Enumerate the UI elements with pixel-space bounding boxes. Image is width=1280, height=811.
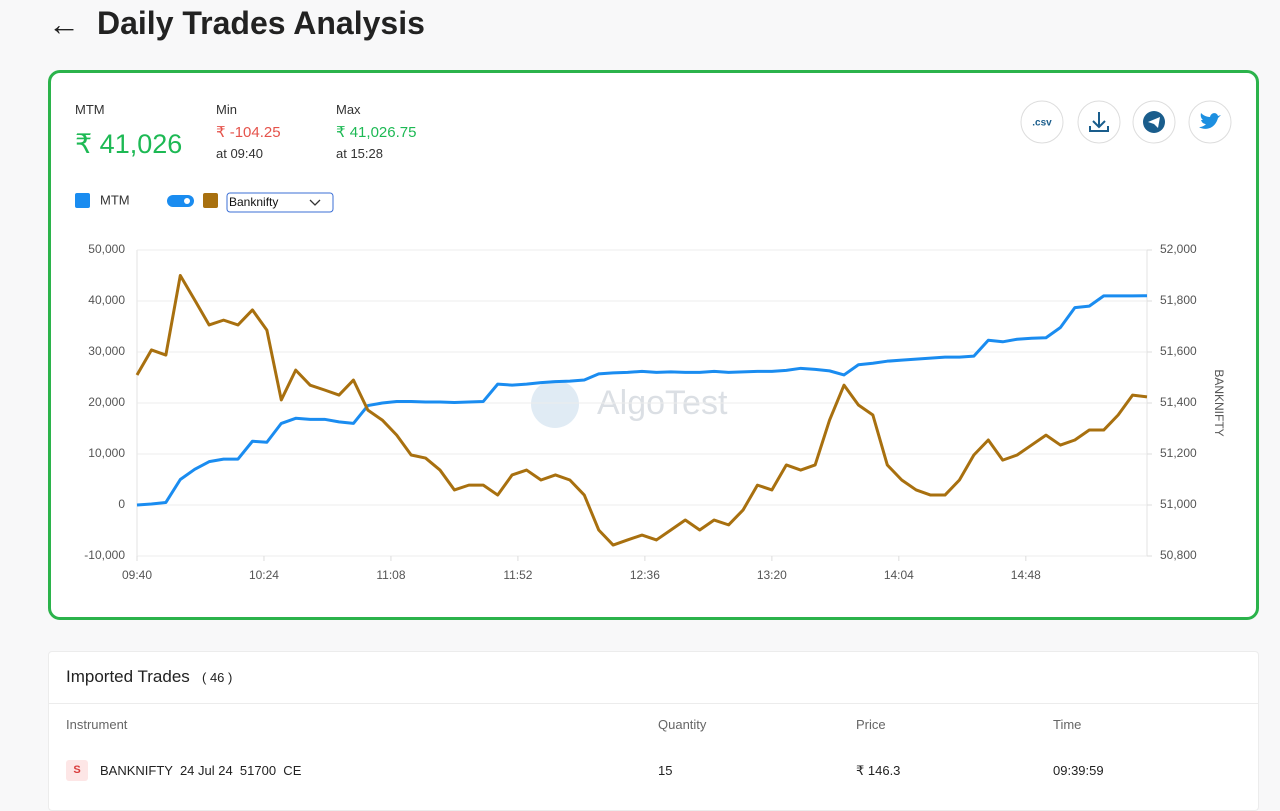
y-tick-label: 50,000 [88, 242, 125, 256]
x-tick-label: 14:48 [1011, 568, 1041, 582]
trades-title: Imported Trades [66, 667, 190, 686]
time: 09:39:59 [1053, 763, 1104, 778]
y-tick-label: 30,000 [88, 344, 125, 358]
y2-tick-label: 51,800 [1160, 293, 1197, 307]
y2-tick-label: 51,400 [1160, 395, 1197, 409]
trades-count: ( 46 ) [202, 670, 233, 685]
y2-tick-label: 52,000 [1160, 242, 1197, 256]
y-tick-label: -10,000 [84, 548, 125, 562]
stat-value: ₹ 41,026 [75, 129, 183, 159]
x-tick-label: 12:36 [630, 568, 660, 582]
stat-value: ₹ 41,026.75 [336, 124, 417, 141]
download-icon [1089, 112, 1109, 132]
stat-value: ₹ -104.25 [216, 124, 281, 141]
toggle-knob [184, 198, 190, 204]
page-title: Daily Trades Analysis [97, 5, 425, 41]
x-tick-label: 09:40 [122, 568, 152, 582]
action-buttons: .csv [1020, 100, 1232, 144]
y2-tick-label: 51,000 [1160, 497, 1197, 511]
y2-tick-label: 50,800 [1160, 548, 1197, 562]
column-header: Quantity [658, 717, 707, 732]
twitter-icon [1199, 113, 1221, 129]
legend-swatch [75, 193, 90, 208]
y-tick-label: 40,000 [88, 293, 125, 307]
y-tick-label: 20,000 [88, 395, 125, 409]
quantity: 15 [658, 763, 673, 778]
legend-label: MTM [100, 192, 130, 207]
x-tick-label: 10:24 [249, 568, 279, 582]
column-header: Time [1053, 717, 1082, 732]
series-line [135, 274, 1148, 547]
divider [49, 703, 1258, 704]
select-label: Banknifty [229, 195, 278, 209]
x-tick-label: 11:52 [503, 568, 532, 582]
watermark-logo [531, 380, 579, 428]
y-tick-label: 10,000 [88, 446, 125, 460]
legend: MTM Banknifty [75, 192, 334, 213]
x-tick-label: 13:20 [757, 568, 787, 582]
telegram-plane [1148, 117, 1160, 128]
toggle[interactable] [167, 195, 194, 207]
y2-axis-title: BANKNIFTY [1212, 369, 1226, 436]
price: ₹ 146.3 [856, 763, 901, 778]
column-header: Price [856, 717, 886, 732]
stat-time: at 15:28 [336, 146, 383, 161]
chart-card [48, 70, 1259, 620]
stat-label: Max [336, 102, 361, 117]
trades-card [48, 651, 1259, 811]
stat-label: MTM [75, 102, 105, 117]
column-header: Instrument [66, 717, 128, 732]
x-tick-label: 14:04 [884, 568, 914, 582]
legend-swatch [203, 193, 218, 208]
csv-button[interactable] [1020, 100, 1064, 144]
chart: .csv MTM Banknifty AlgoTest BANKNIFTY -1… [75, 100, 1232, 582]
x-tick-label: 11:08 [376, 568, 405, 582]
select-chevron [309, 199, 321, 206]
stat-label: Min [216, 102, 237, 117]
back-arrow[interactable]: ← [48, 6, 80, 42]
y-tick-label: 0 [118, 497, 125, 511]
csv-label: .csv [1032, 118, 1052, 129]
stat-time: at 09:40 [216, 146, 263, 161]
watermark: AlgoTest [531, 380, 728, 428]
side-badge: S [66, 760, 88, 781]
instrument: BANKNIFTY 24 Jul 24 51700 CE [100, 763, 302, 778]
series-select[interactable] [226, 192, 334, 213]
y2-tick-label: 51,600 [1160, 344, 1197, 358]
series-line [136, 294, 1148, 507]
y2-tick-label: 51,200 [1160, 446, 1197, 460]
